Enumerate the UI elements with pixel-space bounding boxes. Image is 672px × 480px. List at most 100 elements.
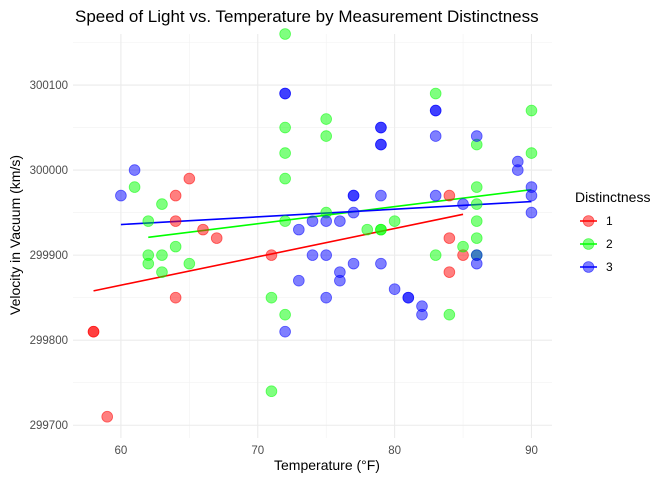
data-point-series-3 xyxy=(347,257,360,270)
data-point-series-3 xyxy=(511,164,524,176)
legend-label-3: 3 xyxy=(606,260,613,274)
data-point-series-3 xyxy=(320,249,332,261)
data-point-series-2 xyxy=(279,147,291,159)
y-axis-title: Velocity in Vacuum (km/s) xyxy=(7,155,23,315)
data-point-series-3 xyxy=(293,274,305,287)
data-point-series-2 xyxy=(156,198,168,210)
data-point-series-1 xyxy=(87,325,100,338)
data-point-series-1 xyxy=(443,232,456,244)
data-point-series-2 xyxy=(142,249,155,261)
data-point-series-3 xyxy=(279,87,291,100)
data-point-series-2 xyxy=(156,249,168,261)
y-axis-ticks: 299700 299800 299900 300000 300100 xyxy=(30,80,68,432)
data-point-series-1 xyxy=(443,189,456,202)
data-point-series-3 xyxy=(347,206,360,219)
data-point-series-3 xyxy=(320,215,332,227)
data-point-series-3 xyxy=(525,206,538,219)
data-point-series-3 xyxy=(416,308,428,321)
data-point-series-3 xyxy=(347,189,360,202)
data-point-series-2 xyxy=(361,223,374,236)
data-point-series-2 xyxy=(265,385,278,398)
data-point-series-3 xyxy=(279,325,291,338)
legend: Distinctness 1 2 3 xyxy=(575,189,650,274)
data-point-series-2 xyxy=(142,215,155,227)
data-point-series-3 xyxy=(375,121,387,134)
data-point-series-3 xyxy=(470,257,483,270)
data-point-series-2 xyxy=(525,147,538,159)
data-point-series-3 xyxy=(115,189,127,202)
data-point-series-2 xyxy=(375,223,387,236)
data-point-series-2 xyxy=(156,266,168,278)
data-point-series-3 xyxy=(375,257,387,270)
data-point-series-1 xyxy=(169,189,182,202)
data-point-series-3 xyxy=(128,164,141,176)
data-point-series-1 xyxy=(210,232,223,244)
data-point-series-2 xyxy=(429,87,442,100)
data-point-series-2 xyxy=(183,257,196,270)
data-point-series-2 xyxy=(279,172,291,185)
data-point-series-2 xyxy=(388,215,401,227)
data-points xyxy=(87,28,538,423)
data-point-series-2 xyxy=(525,104,538,117)
data-point-series-1 xyxy=(197,223,209,236)
data-point-series-2 xyxy=(457,240,469,253)
data-point-series-3 xyxy=(457,198,469,210)
data-point-series-2 xyxy=(429,249,442,261)
data-point-series-3 xyxy=(320,291,332,304)
data-point-series-1 xyxy=(169,291,182,304)
data-point-series-1 xyxy=(169,215,182,227)
data-point-series-3 xyxy=(334,215,346,227)
data-point-series-3 xyxy=(470,130,483,142)
data-point-series-1 xyxy=(101,410,114,423)
y-tick-label: 300000 xyxy=(30,165,68,177)
x-tick-label: 70 xyxy=(251,445,264,457)
data-point-series-2 xyxy=(128,181,141,193)
data-point-series-3 xyxy=(429,104,442,117)
y-tick-label: 299800 xyxy=(30,335,68,347)
data-point-series-2 xyxy=(279,28,291,40)
data-point-series-3 xyxy=(375,189,387,202)
x-tick-label: 80 xyxy=(388,445,401,457)
legend-label-2: 2 xyxy=(606,237,613,251)
data-point-series-3 xyxy=(525,189,538,202)
data-point-series-2 xyxy=(279,215,291,227)
data-point-series-3 xyxy=(429,189,442,202)
trend-line-series-2 xyxy=(148,188,532,239)
data-point-series-2 xyxy=(169,240,182,253)
data-point-series-3 xyxy=(388,283,401,295)
legend-key-point-3 xyxy=(582,261,595,273)
data-point-series-2 xyxy=(279,308,291,321)
data-point-series-3 xyxy=(429,130,442,142)
data-point-series-2 xyxy=(443,308,456,321)
data-point-series-1 xyxy=(443,266,456,278)
data-point-series-2 xyxy=(470,181,483,193)
legend-label-1: 1 xyxy=(606,214,613,228)
legend-key-point-1 xyxy=(582,215,595,227)
data-point-series-2 xyxy=(265,291,278,304)
x-axis-title: Temperature (°F) xyxy=(274,457,380,473)
data-point-series-2 xyxy=(320,113,332,125)
data-point-series-2 xyxy=(470,215,483,227)
data-point-series-1 xyxy=(265,249,278,261)
trend-line-series-1 xyxy=(93,213,464,292)
data-point-series-3 xyxy=(402,291,415,304)
y-tick-label: 300100 xyxy=(30,80,68,92)
data-point-series-2 xyxy=(470,198,483,210)
x-tick-label: 90 xyxy=(525,445,538,457)
x-tick-label: 60 xyxy=(115,445,128,457)
data-point-series-1 xyxy=(183,172,196,185)
x-axis-ticks: 60 70 80 90 xyxy=(115,445,538,457)
data-point-series-3 xyxy=(375,138,387,151)
data-point-series-2 xyxy=(470,232,483,244)
y-tick-label: 299700 xyxy=(30,420,68,432)
data-point-series-3 xyxy=(306,215,319,227)
data-point-series-3 xyxy=(334,274,346,287)
data-point-series-2 xyxy=(279,121,291,134)
chart-title: Speed of Light vs. Temperature by Measur… xyxy=(75,7,539,26)
legend-title: Distinctness xyxy=(575,189,650,205)
y-tick-label: 299900 xyxy=(30,250,68,262)
data-point-series-3 xyxy=(306,249,319,261)
data-point-series-3 xyxy=(293,223,305,236)
data-point-series-2 xyxy=(320,130,332,142)
